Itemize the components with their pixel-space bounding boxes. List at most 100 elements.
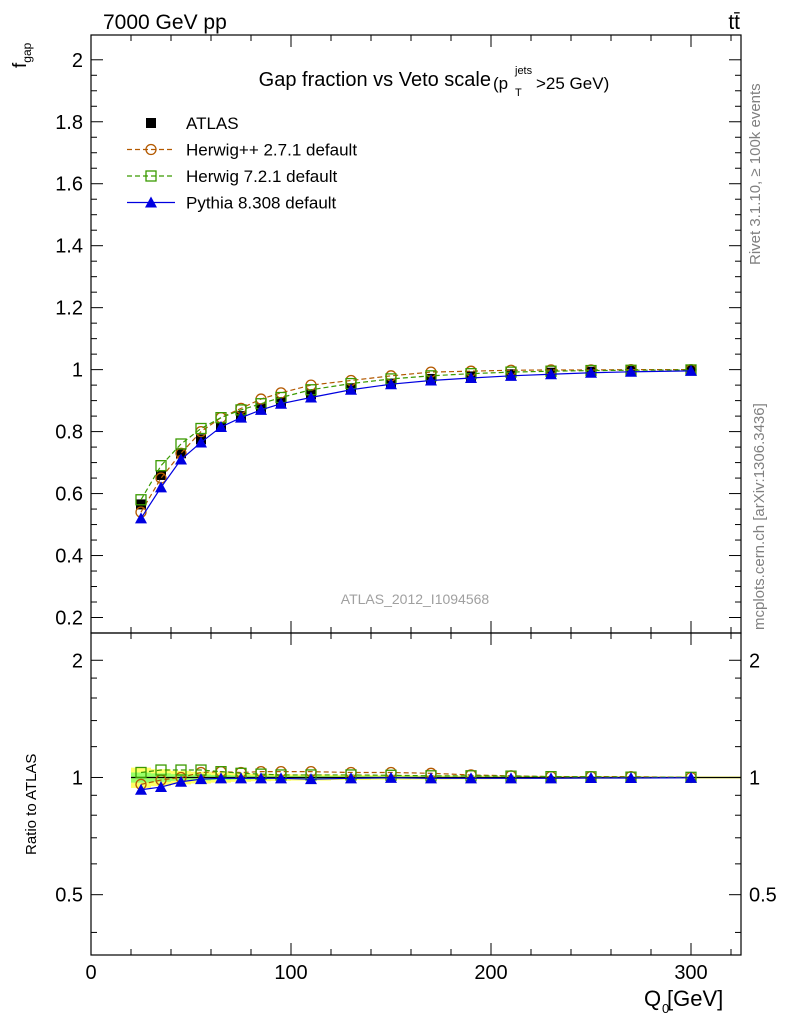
- chart-title: Gap fraction vs Veto scale: [259, 69, 491, 91]
- data-point-pythia-8-308-default: [195, 773, 207, 785]
- data-point-pythia-8-308-default: [235, 411, 247, 423]
- legend-marker: [145, 143, 157, 156]
- data-point-pythia-8-308-default: [195, 436, 207, 448]
- title-cut-open: (p: [493, 74, 508, 93]
- legend-item: ATLAS: [146, 114, 239, 133]
- legend: ATLAS Herwig++ 2.7.1 default Herwig 7.2.1 …: [127, 114, 357, 213]
- legend-item: Herwig++ 2.7.1 default: [127, 141, 357, 160]
- data-point-pythia-8-308-default: [135, 512, 147, 524]
- ratio-ytick-label: 0.5: [55, 885, 83, 907]
- data-point-pythia-8-308-default: [545, 368, 557, 380]
- ratio-ytick-label-right: 2: [749, 650, 760, 672]
- data-point-pythia-8-308-default: [235, 772, 247, 784]
- data-point-pythia-8-308-default: [175, 453, 187, 465]
- ratio-ytick-label: 1: [72, 767, 83, 789]
- ytick-label: 1.2: [55, 298, 83, 320]
- data-point-pythia-8-308-default: [425, 374, 437, 386]
- ytick-label: 0.8: [55, 422, 83, 444]
- title-cut-close: >25 GeV): [536, 74, 609, 93]
- data-point-herwig-7-2-1-default: [155, 460, 167, 472]
- data-point-herwig-7-2-1-default: [175, 438, 187, 450]
- data-point-atlas: [156, 469, 166, 480]
- ytick-label: 1.8: [55, 112, 83, 134]
- ratio-series-layer: [135, 764, 697, 795]
- main-ylabel: fgap: [10, 42, 34, 68]
- main-series-layer: [135, 363, 697, 524]
- data-point-pythia-8-308-default: [625, 771, 637, 783]
- data-point-pythia-8-308-default: [155, 781, 167, 793]
- data-point-herwig-7-2-1-default: [195, 422, 207, 435]
- data-point-herwig-7-2-1-default: [135, 494, 147, 506]
- series-line-herwig-2-7-1-default: [140, 369, 691, 513]
- data-point-pythia-8-308-default: [685, 771, 697, 783]
- legend-label: Pythia 8.308 default: [186, 194, 337, 213]
- data-point-pythia-8-308-default: [385, 771, 397, 783]
- data-point-atlas: [176, 448, 186, 459]
- ratio-ytick-label: 2: [72, 650, 83, 672]
- main-axes: 0.2 0.4 0.6 0.8 1 1.2 1.4 1.6 1.8 2: [55, 34, 742, 634]
- data-point-pythia-8-308-default: [585, 771, 597, 783]
- legend-marker: [145, 196, 157, 208]
- data-point-pythia-8-308-default: [345, 383, 357, 395]
- data-point-pythia-8-308-default: [585, 366, 597, 378]
- data-point-pythia-8-308-default: [505, 369, 517, 381]
- data-point-pythia-8-308-default: [135, 783, 147, 795]
- rivet-label: Rivet 3.1.10, ≥ 100k events: [747, 83, 764, 265]
- series-line-herwig-7-2-1-default: [140, 369, 692, 501]
- data-point-pythia-8-308-default: [465, 772, 477, 784]
- data-point-pythia-8-308-default: [465, 371, 477, 383]
- series-line-herwig-7-2-1-default: [140, 769, 692, 778]
- data-point-pythia-8-308-default: [425, 772, 437, 784]
- xlabel-sub: 0: [662, 1001, 669, 1016]
- analysis-watermark: ATLAS_2012_I1094568: [341, 591, 490, 607]
- data-point-pythia-8-308-default: [305, 773, 317, 785]
- xtick-label: 200: [474, 962, 507, 984]
- data-point-herwig-7-2-1-default: [175, 764, 187, 776]
- ratio-ytick-label-right: 0.5: [749, 885, 777, 907]
- ratio-ytick-label-right: 1: [749, 767, 760, 789]
- data-point-herwig-7-2-1-default: [135, 766, 147, 779]
- legend-marker: [146, 118, 156, 128]
- ytick-label: 2: [72, 50, 83, 72]
- legend-item: Herwig 7.2.1 default: [127, 167, 337, 186]
- mcplots-label: mcplots.cern.ch [arXiv:1306.3436]: [751, 403, 768, 630]
- process-label: tt̄: [728, 11, 740, 34]
- data-point-pythia-8-308-default: [155, 481, 167, 493]
- legend-item: Pythia 8.308 default: [127, 194, 337, 213]
- ratio-xlabel: Q 0 [GeV]: [644, 986, 723, 1016]
- title-cut-sup: jets: [514, 65, 533, 77]
- data-point-pythia-8-308-default: [385, 378, 397, 390]
- legend-marker: [145, 170, 157, 182]
- ytick-label: 0.2: [55, 608, 83, 630]
- data-point-pythia-8-308-default: [175, 775, 187, 787]
- ratio-ylabel: Ratio to ATLAS: [23, 754, 40, 855]
- data-point-pythia-8-308-default: [255, 403, 267, 415]
- ytick-label: 1: [72, 360, 83, 382]
- legend-label: ATLAS: [186, 114, 239, 133]
- xtick-label: 300: [674, 962, 707, 984]
- title-cut-sub: T: [515, 87, 522, 99]
- legend-label: Herwig 7.2.1 default: [186, 167, 337, 186]
- data-point-pythia-8-308-default: [685, 364, 697, 376]
- data-point-herwig-7-2-1-default: [155, 764, 167, 776]
- axes-frame: [90, 632, 742, 956]
- xlabel-main: Q: [644, 986, 661, 1011]
- energy-label: 7000 GeV pp: [103, 11, 227, 34]
- data-point-pythia-8-308-default: [625, 365, 637, 377]
- data-point-pythia-8-308-default: [215, 420, 227, 432]
- ytick-label: 1.4: [55, 236, 83, 258]
- data-point-pythia-8-308-default: [275, 772, 287, 784]
- xtick-label: 100: [274, 962, 307, 984]
- data-point-pythia-8-308-default: [255, 772, 267, 784]
- series-line-pythia-8-308-default: [140, 370, 692, 519]
- ratio-axes: 0.5 0.5 1 1 2 2 0 100 200 300: [55, 632, 777, 984]
- ytick-label: 0.4: [55, 546, 83, 568]
- data-point-pythia-8-308-default: [215, 772, 227, 784]
- data-point-pythia-8-308-default: [545, 772, 557, 784]
- data-point-pythia-8-308-default: [275, 397, 287, 409]
- chart-title-cut: (p jets T >25 GeV): [493, 65, 609, 99]
- data-point-pythia-8-308-default: [305, 391, 317, 403]
- ytick-label: 0.6: [55, 484, 83, 506]
- ytick-label: 1.6: [55, 174, 83, 196]
